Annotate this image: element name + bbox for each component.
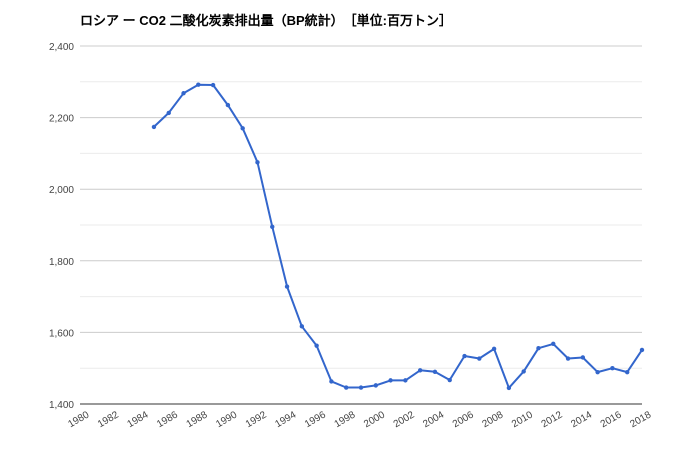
x-tick-label: 2010 bbox=[510, 409, 535, 430]
x-tick-label: 2014 bbox=[569, 409, 594, 430]
x-tick-label: 1988 bbox=[185, 409, 210, 430]
y-axis-tick-labels: 1,400 1,600 1,800 2,000 2,200 2,400 bbox=[49, 42, 74, 411]
data-point bbox=[551, 341, 556, 347]
y-tick-label: 2,400 bbox=[49, 42, 74, 53]
data-point bbox=[373, 383, 378, 388]
data-point bbox=[625, 369, 630, 375]
data-point bbox=[639, 347, 645, 353]
x-tick-label: 2016 bbox=[599, 409, 624, 430]
x-tick-label: 2002 bbox=[392, 409, 417, 430]
data-point bbox=[565, 356, 571, 361]
y-tick-label: 2,200 bbox=[49, 114, 74, 125]
x-tick-label: 1996 bbox=[303, 409, 328, 430]
data-point bbox=[358, 385, 364, 390]
x-tick-label: 1984 bbox=[126, 409, 151, 430]
data-point bbox=[580, 355, 586, 360]
data-point bbox=[225, 102, 231, 108]
x-tick-label: 2004 bbox=[421, 409, 446, 430]
x-axis-tick-labels: 1980 1982 1984 1986 1988 1990 1992 1994 1996 1998… bbox=[66, 409, 653, 430]
data-point bbox=[506, 385, 512, 391]
data-point bbox=[417, 368, 423, 373]
data-point bbox=[536, 345, 541, 351]
x-tick-label: 1990 bbox=[214, 409, 239, 430]
data-point bbox=[196, 82, 201, 87]
x-tick-label: 1994 bbox=[273, 409, 298, 430]
data-point bbox=[344, 385, 349, 390]
y-tick-label: 2,000 bbox=[49, 185, 74, 196]
data-point bbox=[270, 224, 275, 229]
x-tick-label: 2006 bbox=[451, 409, 476, 430]
data-point bbox=[477, 356, 482, 361]
x-tick-label: 2000 bbox=[362, 409, 387, 430]
data-point bbox=[299, 324, 305, 329]
x-tick-label: 1986 bbox=[155, 409, 180, 430]
data-point bbox=[595, 369, 600, 375]
x-tick-label: 1998 bbox=[333, 409, 358, 430]
chart-title: ロシア ー CO2 二酸化炭素排出量（BP統計） ［単位:百万トン］ bbox=[80, 13, 452, 28]
data-point bbox=[255, 160, 260, 165]
data-point bbox=[284, 284, 290, 289]
x-tick-label: 2008 bbox=[480, 409, 505, 430]
data-point bbox=[329, 379, 334, 384]
gridlines bbox=[80, 45, 642, 369]
data-point bbox=[521, 369, 526, 374]
data-points bbox=[151, 82, 645, 391]
data-point bbox=[432, 369, 438, 374]
x-tick-label: 1992 bbox=[244, 409, 269, 430]
data-point bbox=[447, 377, 452, 383]
data-point bbox=[403, 378, 408, 383]
x-tick-label: 1982 bbox=[96, 409, 121, 430]
data-point bbox=[210, 82, 216, 88]
data-point bbox=[388, 378, 393, 383]
x-tick-label: 1980 bbox=[66, 409, 91, 430]
y-tick-label: 1,400 bbox=[49, 400, 74, 411]
data-point bbox=[240, 126, 245, 131]
data-series bbox=[152, 83, 643, 389]
data-point bbox=[462, 353, 467, 359]
data-point bbox=[151, 124, 157, 130]
data-point bbox=[166, 110, 171, 116]
y-tick-label: 1,800 bbox=[49, 257, 74, 268]
data-point bbox=[181, 91, 186, 96]
data-point bbox=[491, 346, 497, 352]
data-point bbox=[314, 343, 319, 348]
x-tick-label: 2018 bbox=[628, 409, 653, 430]
data-point bbox=[610, 366, 615, 371]
x-tick-label: 2012 bbox=[540, 409, 565, 430]
y-tick-label: 1,600 bbox=[49, 328, 74, 339]
series-line bbox=[152, 83, 643, 389]
